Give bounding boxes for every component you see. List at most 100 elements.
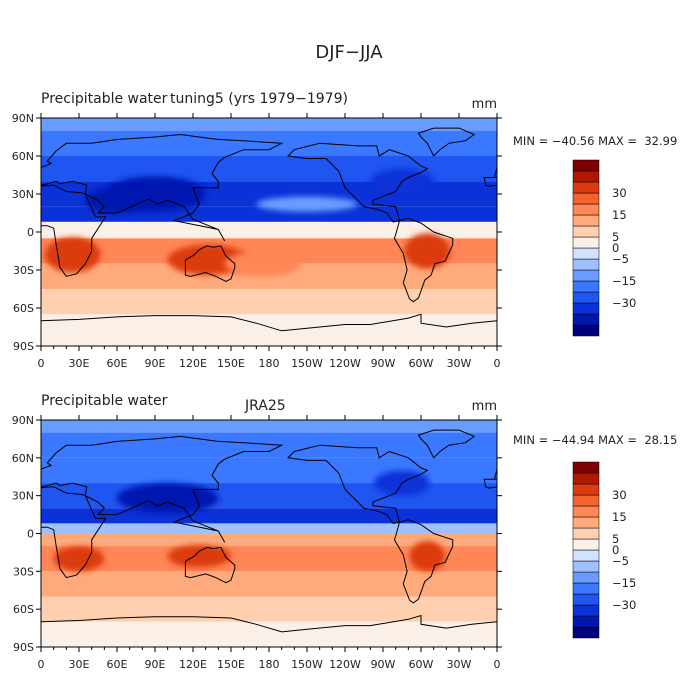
colorbar: 30 15 50−5 −15 −30 <box>572 461 636 639</box>
lat-band-10 <box>41 621 497 647</box>
y-tick-label: 30S <box>13 565 34 578</box>
colorbar-swatch <box>572 571 600 584</box>
y-tick-label: 90N <box>12 112 34 125</box>
coastline-6 <box>41 313 497 332</box>
coastline-2 <box>393 519 454 604</box>
colorbar-label: −5 <box>612 554 629 568</box>
x-tick-label: 120W <box>329 658 361 671</box>
x-tick-label: 90E <box>145 658 166 671</box>
lat-band-5 <box>41 523 497 534</box>
colorbar-label: 15 <box>612 510 627 524</box>
x-tick-label: 0 <box>38 357 45 370</box>
colorbar-swatch <box>572 593 600 606</box>
colorbar-swatch <box>572 615 600 628</box>
colorbar-label: −15 <box>612 576 636 590</box>
coastline-6 <box>41 614 497 633</box>
panel-subtitle: tuning5 (yrs 1979−1979) <box>170 91 348 107</box>
field-map <box>41 420 497 647</box>
colorbar-swatch <box>572 560 600 573</box>
panel-title: Precipitable water <box>41 393 168 409</box>
anomaly-7 <box>256 196 358 212</box>
colorbar-swatch <box>572 181 600 194</box>
x-tick-label: 30W <box>447 357 472 370</box>
x-tick-label: 90E <box>145 357 166 370</box>
coastline-1 <box>184 245 236 282</box>
lat-band-9 <box>41 596 497 622</box>
colorbar-swatch <box>572 483 600 496</box>
y-tick-label: 90N <box>12 414 34 427</box>
colorbar-swatch <box>572 472 600 485</box>
y-tick-label: 0 <box>27 226 34 239</box>
x-tick-label: 60W <box>409 357 434 370</box>
colorbar-label: 15 <box>612 208 627 222</box>
x-tick-label: 0 <box>38 658 45 671</box>
anomaly-3 <box>117 483 219 514</box>
anomaly-3 <box>404 233 451 269</box>
lat-band-0 <box>41 420 497 433</box>
colorbar-label: −5 <box>612 252 629 266</box>
colorbar-label: −15 <box>612 274 636 288</box>
coastline-4 <box>286 444 429 524</box>
colorbar-swatch <box>572 280 600 293</box>
colorbar-label: 30 <box>612 186 627 200</box>
panel-subtitle: JRA25 <box>244 398 286 414</box>
lat-band-1 <box>41 432 497 458</box>
y-tick-label: 60S <box>13 302 34 315</box>
x-tick-label: 90W <box>371 357 396 370</box>
y-tick-label: 60N <box>12 452 34 465</box>
colorbar-swatch <box>572 214 600 227</box>
colorbar-swatch <box>572 291 600 304</box>
colorbar-swatch <box>572 192 600 205</box>
x-tick-label: 60W <box>409 658 434 671</box>
anomaly-2 <box>409 541 446 572</box>
colorbar-swatch <box>572 313 600 326</box>
colorbar-swatch <box>572 626 600 639</box>
y-tick-label: 30N <box>12 188 34 201</box>
y-tick-label: 60N <box>12 150 34 163</box>
anomaly-0 <box>44 237 101 273</box>
lat-band-3 <box>41 483 497 509</box>
panel-bottom: Precipitable water JRA25 mm 0 30E 60E 90E 12… <box>12 393 678 671</box>
x-tick-label: 150E <box>217 357 245 370</box>
units-label: mm <box>472 399 497 414</box>
x-tick-label: 120E <box>179 357 207 370</box>
colorbar-swatch <box>572 170 600 183</box>
colorbar-swatch <box>572 505 600 518</box>
panel-top: Precipitable water tuning5 (yrs 1979−197… <box>12 91 678 370</box>
coastline-4 <box>286 142 429 223</box>
colorbar-label: 0 <box>612 543 619 557</box>
x-tick-label: 0 <box>494 658 501 671</box>
colorbar-swatch <box>572 527 600 540</box>
colorbar-swatch <box>572 302 600 315</box>
colorbar-label: −30 <box>612 598 636 612</box>
colorbar-label: −30 <box>612 296 636 310</box>
x-tick-label: 120W <box>329 357 361 370</box>
panel-title: Precipitable water <box>41 91 168 107</box>
colorbar-swatch <box>572 516 600 529</box>
lat-band-4 <box>41 508 497 524</box>
coastline-1 <box>184 546 236 584</box>
lat-band-5 <box>41 221 497 239</box>
field-map <box>41 118 497 346</box>
colorbar-swatch <box>572 225 600 238</box>
x-tick-label: 30W <box>447 658 472 671</box>
y-tick-label: 30S <box>13 264 34 277</box>
anomaly-1 <box>167 544 231 568</box>
coastline-5 <box>417 429 476 459</box>
colorbar-swatch <box>572 538 600 551</box>
x-tick-label: 30E <box>69 658 90 671</box>
x-tick-label: 180 <box>259 658 280 671</box>
coastline-3-wrap <box>41 133 284 242</box>
colorbar-swatch <box>572 269 600 282</box>
y-axis: 90N 60N 30N 0 30S 60S 90S <box>12 112 502 353</box>
x-tick-label: 150E <box>217 658 245 671</box>
y-tick-label: 30N <box>12 490 34 503</box>
colorbar-swatch <box>572 203 600 216</box>
colorbar-swatch <box>572 258 600 271</box>
colorbar-swatch <box>572 159 600 172</box>
x-tick-label: 0 <box>494 357 501 370</box>
y-tick-label: 90S <box>13 340 34 353</box>
colorbar-swatch <box>572 247 600 260</box>
x-tick-label: 120E <box>179 658 207 671</box>
